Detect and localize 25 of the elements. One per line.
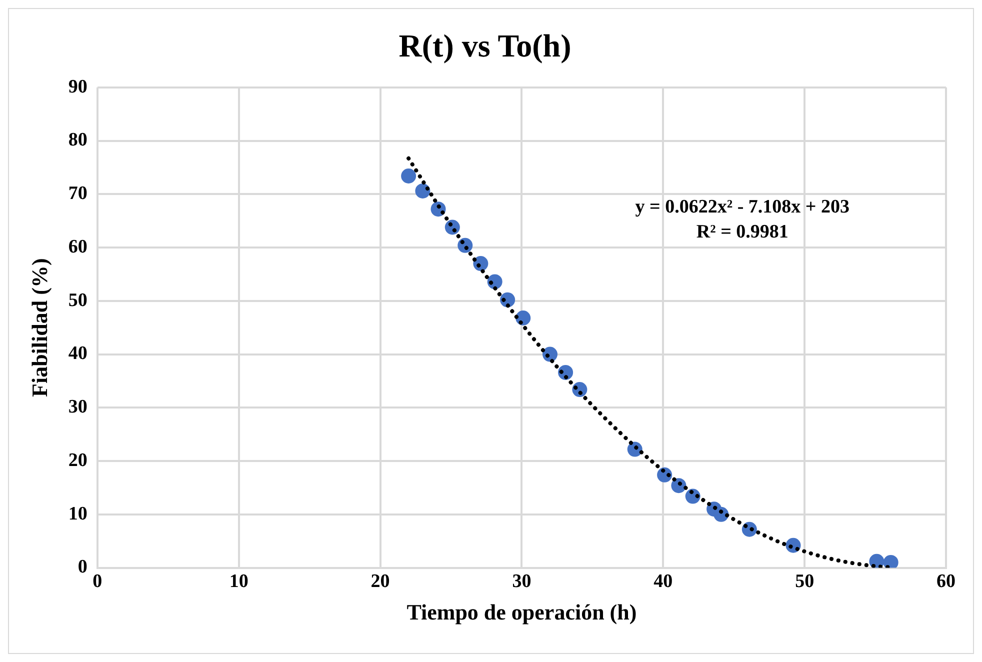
y-tick-label: 30 — [68, 396, 88, 418]
y-tick-label: 0 — [78, 556, 88, 578]
y-axis-title: Fiabilidad (%) — [26, 258, 52, 397]
x-tick-label: 10 — [229, 571, 248, 592]
x-tick-label: 50 — [795, 571, 814, 592]
x-axis-title: Tiempo de operación (h) — [406, 599, 637, 624]
point — [415, 183, 430, 198]
y-tick-label: 10 — [68, 503, 88, 524]
y-tick-label: 60 — [68, 236, 88, 258]
y-tick-label: 90 — [68, 76, 88, 98]
x-tick-label: 40 — [654, 571, 673, 592]
y-tick-label: 40 — [68, 343, 88, 364]
y-tick-label: 80 — [68, 130, 88, 151]
point — [883, 554, 898, 568]
annotation: y = 0.0622x² - 7.108x + 203 — [635, 196, 850, 218]
point — [401, 168, 416, 184]
x-tick-label: 0 — [92, 571, 102, 592]
x-tick-label: 30 — [512, 571, 532, 592]
chart-title: R(t) vs To(h) — [398, 27, 572, 64]
x-tick-label: 60 — [936, 571, 956, 592]
x-tick-label: 20 — [370, 571, 390, 592]
y-tick-label: 70 — [68, 183, 88, 204]
annotation: R² = 0.9981 — [696, 221, 788, 242]
y-tick-label: 50 — [68, 290, 88, 311]
y-tick-label: 20 — [68, 450, 88, 471]
